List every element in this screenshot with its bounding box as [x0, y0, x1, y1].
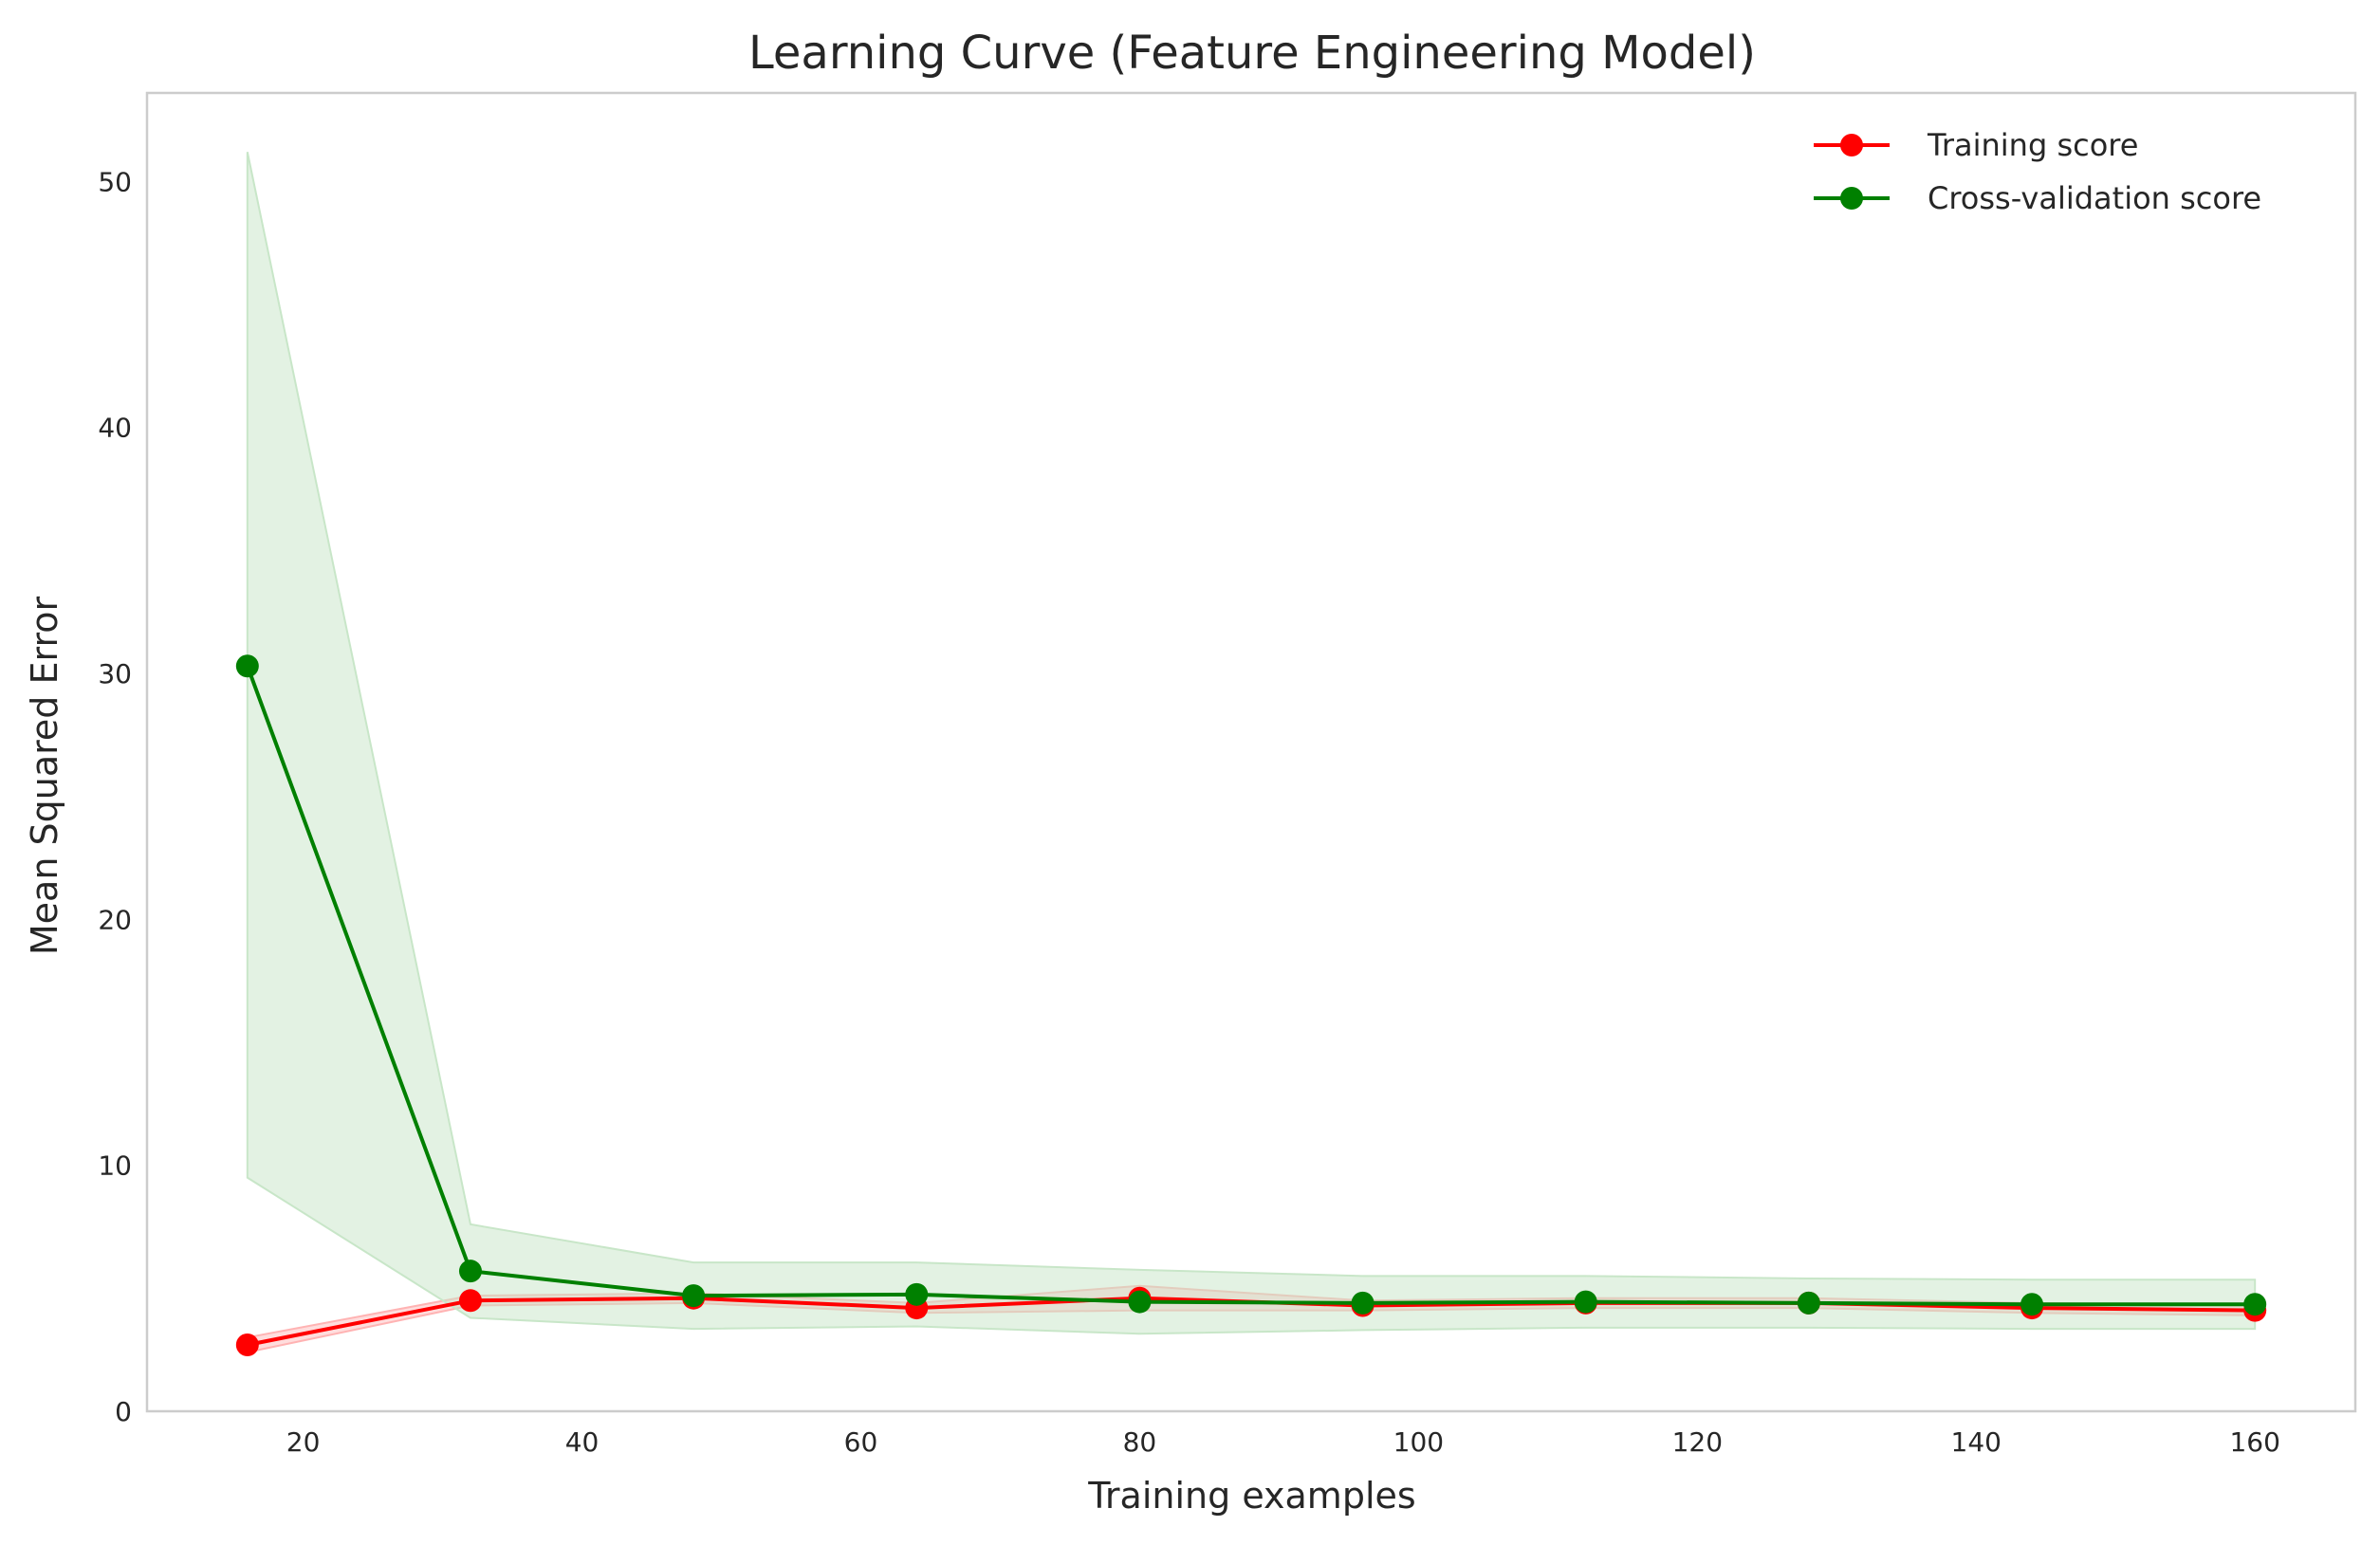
cross-validation-score-point-112	[1574, 1290, 1597, 1314]
x-axis-label: Training examples	[1087, 1475, 1415, 1517]
cross-validation-score-point-144	[2020, 1293, 2044, 1316]
y-tick-label-20: 20	[98, 904, 132, 935]
x-tick-label-80: 80	[1123, 1426, 1157, 1458]
y-tick-label-40: 40	[98, 413, 132, 444]
cross-validation-score-band	[246, 152, 2257, 1335]
plot-frame	[145, 91, 2357, 1413]
cross-validation-score-line	[245, 665, 2256, 1307]
legend-cross-validation-score-marker	[1840, 187, 1863, 210]
x-tick-label-100: 100	[1393, 1426, 1444, 1458]
cross-validation-score-point-80	[1128, 1290, 1152, 1314]
legend-cross-validation-score-label: Cross-validation score	[1928, 180, 2261, 216]
cross-validation-score-point-48	[682, 1284, 706, 1308]
cross-validation-score-point-96	[1351, 1291, 1374, 1315]
training-score-point-32	[458, 1289, 482, 1313]
series-markers	[235, 654, 2267, 1356]
training-score-point-16	[235, 1333, 259, 1356]
cross-validation-score-point-128	[1797, 1291, 1820, 1315]
y-tick-label-0: 0	[115, 1396, 132, 1427]
cross-validation-score-point-160	[2243, 1293, 2267, 1316]
x-tick-label-120: 120	[1672, 1426, 1723, 1458]
legend-training-score-label: Training score	[1927, 127, 2138, 163]
cross-validation-score-point-32	[458, 1260, 482, 1283]
y-tick-label-10: 10	[98, 1150, 132, 1182]
confidence-bands	[246, 152, 2257, 1353]
y-axis-ticks: 0 10 20 30 40 50	[98, 166, 132, 1427]
chart-title: Learning Curve (Feature Engineering Mode…	[748, 27, 1756, 80]
x-tick-label-160: 160	[2229, 1426, 2279, 1458]
cross-validation-score-point-16	[235, 654, 259, 678]
series-lines	[245, 665, 2256, 1347]
y-tick-label-50: 50	[98, 166, 132, 197]
x-tick-label-40: 40	[565, 1426, 600, 1458]
legend: Training score Cross-validation score	[1814, 127, 2261, 216]
y-axis-label: Mean Squared Error	[24, 597, 65, 956]
y-tick-label-30: 30	[98, 658, 132, 690]
x-tick-label-60: 60	[844, 1426, 878, 1458]
x-axis-ticks: 20 40 60 80 100 120 140 160	[286, 1426, 2280, 1458]
legend-training-score-marker	[1840, 134, 1863, 156]
cross-validation-score-point-64	[905, 1282, 929, 1306]
x-tick-label-20: 20	[286, 1426, 321, 1458]
x-tick-label-140: 140	[1951, 1426, 2002, 1458]
